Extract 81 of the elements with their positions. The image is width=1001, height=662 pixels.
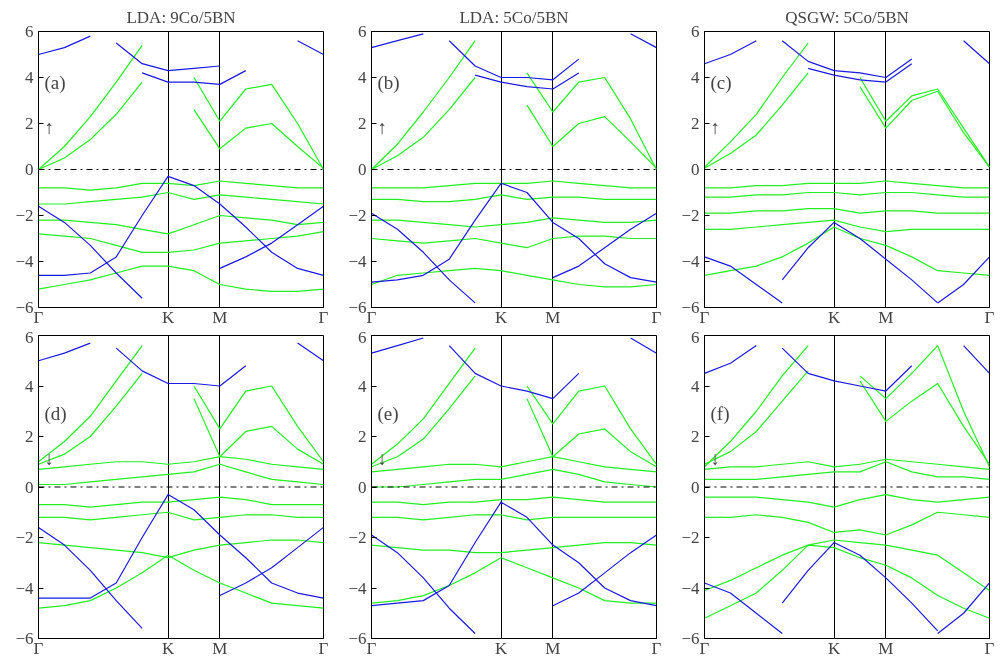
y-tick-label: 0 [358,477,367,497]
x-tick-label: K [161,307,175,327]
y-tick-label: 6 [358,22,367,41]
x-tick-label: Γ [33,307,44,327]
x-tick-label: M [545,307,561,327]
y-tick-label: −6 [348,629,367,648]
x-tick-label: M [212,638,228,658]
y-tick-label: 2 [691,114,700,133]
y-tick-label: −4 [15,252,34,271]
y-tick-label: −4 [681,578,700,598]
y-tick-label: −6 [15,298,34,317]
annotation: ↑ [377,116,387,138]
x-tick-label: M [878,638,894,658]
y-tick-label: 2 [358,114,367,133]
x-tick-label: K [827,638,841,658]
annotation: (d) [44,402,67,425]
x-tick-label: K [494,307,508,327]
x-tick-label: Γ [699,638,710,658]
y-tick-label: −4 [681,252,700,271]
y-tick-label: −4 [15,578,34,598]
y-tick-label: −6 [681,629,700,648]
x-tick-label: K [494,638,508,658]
x-tick-label: Γ [366,307,377,327]
y-tick-label: −4 [348,578,367,598]
y-tick-label: 0 [25,160,34,179]
y-tick-label: 2 [25,114,34,133]
y-tick-label: 0 [358,160,367,179]
y-tick-label: −2 [348,528,367,547]
x-tick-label: K [161,638,175,658]
annotation: ↓ [710,447,720,469]
x-tick-label: M [878,307,894,327]
x-tick-label: Γ [318,638,329,658]
x-tick-label: Γ [651,307,662,327]
annotation: (b) [377,71,400,94]
annotation: (f) [710,402,730,425]
x-tick-label: K [827,307,841,327]
x-tick-label: M [212,307,228,327]
annotation: ↑ [710,116,720,138]
annotation: ↓ [44,447,54,469]
chart-title: QSGW: 5Co/5BN [785,7,909,27]
y-tick-label: 2 [358,427,367,446]
y-tick-label: 4 [691,68,700,87]
x-tick-label: Γ [33,638,44,658]
y-tick-label: −2 [348,206,367,225]
annotation: (e) [377,402,399,425]
chart-title: LDA: 9Co/5BN [126,7,236,27]
y-tick-label: 2 [25,427,34,446]
y-tick-label: −2 [15,528,34,547]
y-tick-label: 0 [691,160,700,179]
y-tick-label: −2 [15,206,34,225]
y-tick-label: 0 [25,477,34,497]
x-tick-label: M [545,638,561,658]
y-tick-label: 6 [691,22,700,41]
x-tick-label: Γ [651,638,662,658]
y-tick-label: −6 [348,298,367,317]
y-tick-label: −2 [681,528,700,547]
y-tick-label: 4 [25,376,34,396]
y-tick-label: −6 [681,298,700,317]
x-tick-label: Γ [699,307,710,327]
x-tick-label: Γ [318,307,329,327]
y-tick-label: 4 [358,376,367,396]
y-tick-label: 4 [691,376,700,396]
y-tick-label: 4 [358,68,367,87]
y-tick-label: −2 [681,206,700,225]
x-tick-label: Γ [984,307,995,327]
x-tick-label: Γ [984,638,995,658]
y-tick-label: 6 [358,327,367,347]
y-tick-label: −4 [348,252,367,271]
y-tick-label: 0 [691,477,700,497]
chart-title: LDA: 5Co/5BN [459,7,569,27]
annotation: (a) [44,71,66,94]
y-tick-label: 6 [25,327,34,347]
y-tick-label: −6 [15,629,34,648]
x-tick-label: Γ [366,638,377,658]
annotation: ↑ [44,116,54,138]
y-tick-label: 6 [691,327,700,347]
annotation: (c) [710,71,732,94]
y-tick-label: 4 [25,68,34,87]
annotation: ↓ [377,447,387,469]
y-tick-label: 2 [691,427,700,446]
y-tick-label: 6 [25,22,34,41]
